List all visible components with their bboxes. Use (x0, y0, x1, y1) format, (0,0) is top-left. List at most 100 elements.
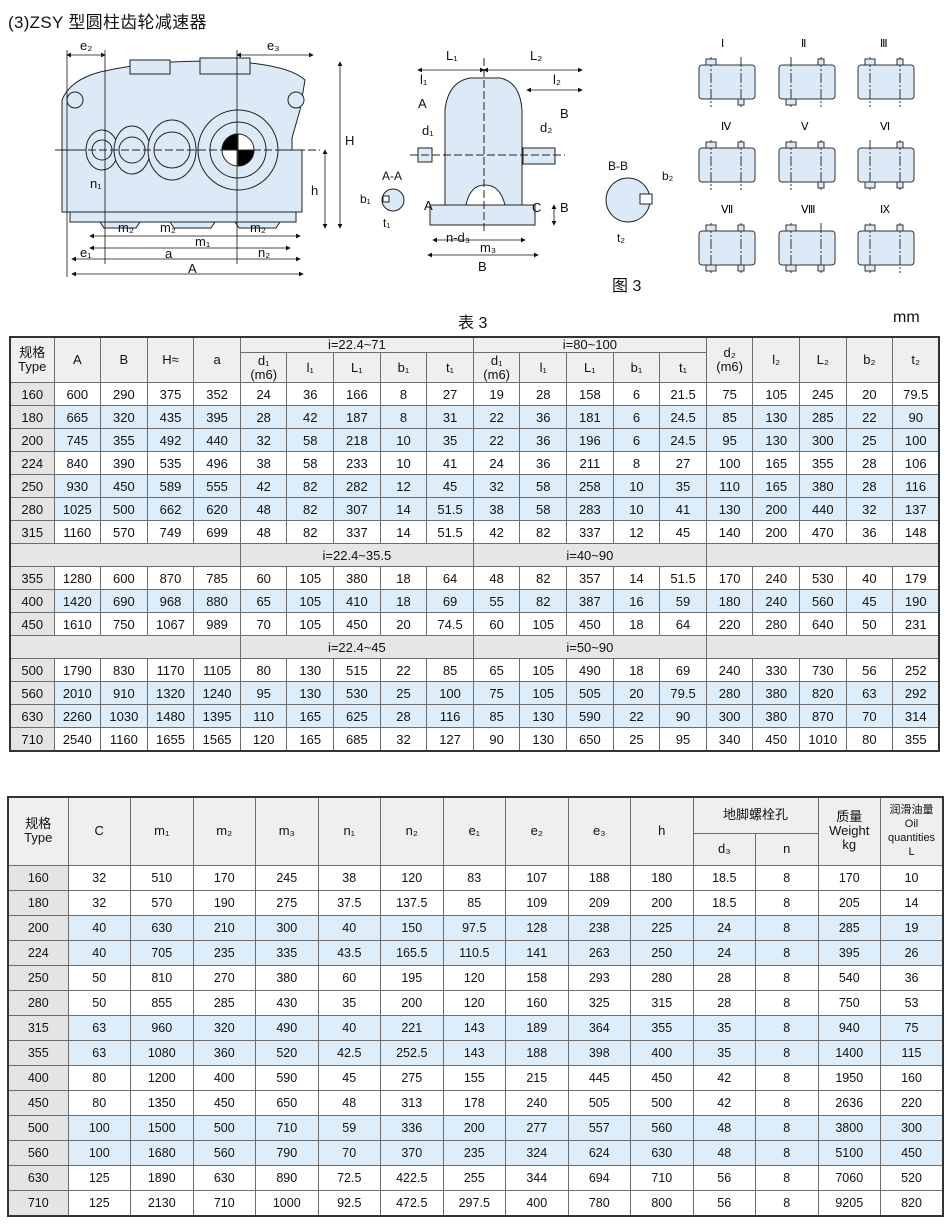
table-cell: 8 (755, 864, 819, 891)
table-cell: 5100 (817, 1139, 882, 1166)
table-row: 560 100 1680 560 790 70 370 235 324 624 630 48 8 5100… (7, 1139, 944, 1166)
table-cell: 40 (67, 914, 131, 941)
table-cell: 337 (333, 520, 381, 544)
table-cell: 166 (333, 382, 381, 406)
table-cell: 500 (100, 497, 148, 521)
table-cell: 55 (472, 589, 521, 613)
table-cell: 130 (286, 658, 335, 682)
type-cell: 710 (7, 1189, 69, 1216)
front-view (55, 57, 320, 229)
table-cell: 445 (567, 1064, 631, 1091)
table-cell: 780 (567, 1189, 631, 1216)
table-cell: 180 (705, 589, 754, 613)
header-line: 规格 (25, 816, 52, 832)
table-cell: 60 (317, 964, 381, 991)
table-cell: 97.5 (442, 914, 506, 941)
table-row: 630 2260 1030 1480 1395 110 165 625 28 116 85 130 59… (9, 704, 940, 728)
table-cell: 940 (817, 1014, 882, 1041)
table-cell: 200 (442, 1114, 506, 1141)
section-views (381, 177, 653, 223)
table-cell: 45 (317, 1064, 381, 1091)
table-cell: 120 (442, 964, 506, 991)
table-cell: 600 (53, 382, 102, 406)
table-cell: 82 (286, 497, 335, 521)
table-cell: 150 (380, 914, 444, 941)
shaft-stub (864, 264, 876, 272)
table-cell: 8 (379, 382, 428, 406)
label-b1: b₁ (360, 192, 371, 206)
table-cell: 320 (100, 405, 148, 429)
header-line: 质量 (836, 809, 863, 825)
table-cell: 79.5 (892, 382, 940, 406)
table-cell: 105 (519, 612, 568, 636)
gearbox-outline (857, 147, 915, 183)
table-cell: 42 (472, 520, 521, 544)
table-cell: 100 (67, 1114, 131, 1141)
header-col: n₁ (317, 796, 381, 866)
shaft-stub (785, 141, 797, 149)
table-cell: 125 (67, 1189, 131, 1216)
table-cell: 158 (505, 964, 569, 991)
side-dimension-labels: L₁ L₂ l₁ l₂ A d₁ B d₂ A C B n-d₃ m₃ B (418, 48, 569, 274)
shaft-stub (817, 58, 825, 66)
type-cell: 560 (7, 1139, 69, 1166)
table-row: 560 2010 910 1320 1240 95 130 530 25 100 75 105 505 2… (9, 681, 940, 705)
table-cell: 45 (845, 589, 894, 613)
table-row: 710 2540 1160 1655 1565 120 165 685 32 127 90 130 65… (9, 727, 940, 752)
table-cell: 85 (472, 704, 521, 728)
table-cell: 380 (752, 704, 801, 728)
header-col: h (630, 796, 694, 866)
mounting-position-label: Ⅴ (801, 121, 809, 133)
mounting-position-label: Ⅱ (801, 38, 806, 50)
header-sub: n (755, 832, 819, 866)
table-cell: 1170 (146, 658, 195, 682)
label-B-B: B-B (608, 159, 628, 173)
table-cell: 105 (286, 612, 335, 636)
table-cell: 364 (567, 1014, 631, 1041)
table-cell: 240 (752, 589, 801, 613)
label-t2: t₂ (617, 231, 625, 245)
header-line: kg (842, 837, 857, 853)
table-cell: 1320 (146, 681, 195, 705)
table-cell: 10 (612, 497, 661, 521)
table-cell: 18.5 (692, 864, 756, 891)
table-cell: 1160 (100, 727, 148, 752)
table-cell: 500 (192, 1114, 256, 1141)
table-cell: 470 (799, 520, 847, 544)
table-cell: 730 (799, 658, 847, 682)
table-cell: 790 (255, 1139, 319, 1166)
mounting-position-6: Ⅵ (857, 121, 915, 190)
gearbox-outline (778, 64, 836, 100)
table-cell: 560 (630, 1114, 694, 1141)
table-cell: 165.5 (380, 939, 444, 966)
table-cell: 42 (692, 1064, 756, 1091)
label-L1: L₁ (446, 48, 458, 63)
table-cell: 180 (630, 864, 694, 891)
table-cell: 18.5 (692, 889, 756, 916)
shaft-stub (817, 141, 825, 149)
table-cell: 285 (817, 914, 882, 941)
label-e3: e₃ (267, 38, 280, 53)
table-cell: 32 (472, 474, 521, 498)
table-cell: 56 (845, 658, 894, 682)
table-cell: 292 (892, 681, 940, 705)
label-n1: n₁ (90, 176, 102, 191)
table-cell: 79.5 (659, 681, 707, 705)
table-cell: 252.5 (380, 1039, 444, 1066)
table-cell: 58 (286, 428, 335, 452)
label-section-A-top: A (418, 96, 427, 111)
table-row: 315 63 960 320 490 40 221 143 189 364 355 35 8 940 75 (7, 1014, 944, 1041)
table-cell: 221 (380, 1014, 444, 1041)
table-cell: 110 (705, 474, 754, 498)
table-cell: 40 (317, 914, 381, 941)
table-cell: 630 (630, 1139, 694, 1166)
table-cell: 196 (566, 428, 614, 452)
table-cell: 325 (567, 989, 631, 1016)
type-cell: 250 (9, 474, 55, 498)
table-cell: 1420 (53, 589, 102, 613)
table-cell: 74.5 (426, 612, 474, 636)
table-cell: 252 (892, 658, 940, 682)
table-cell: 187 (333, 405, 381, 429)
table-cell: 211 (566, 451, 614, 475)
table-cell: 70 (239, 612, 288, 636)
